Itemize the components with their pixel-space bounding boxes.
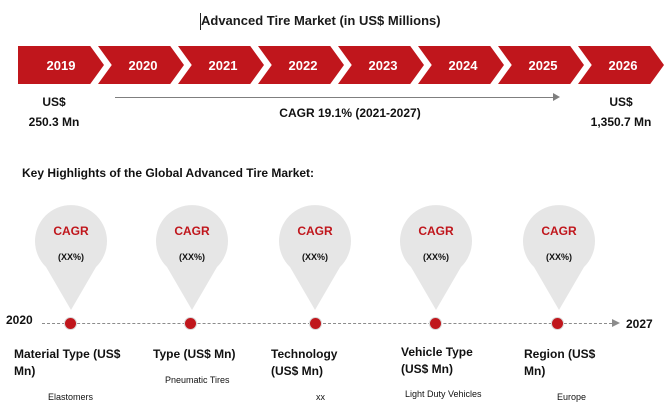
timeline-dot [185,318,196,329]
pin-label: CAGR [297,224,333,238]
start-value-currency: US$ [42,95,66,109]
pin-value: (XX%) [545,252,572,262]
end-value: US$ 1,350.7 Mn [580,92,662,132]
pin-value: (XX%) [57,252,84,262]
segment-example-vehicle-type: Light Duty Vehicles [405,389,482,399]
segment-name-vehicle-type: Vehicle Type (US$ Mn) [401,345,473,376]
timeline-end-year: 2027 [626,317,653,331]
pin-label: CAGR [53,224,89,238]
year-chevron-2019: 2019 [18,46,104,84]
pin-value: (XX%) [178,252,205,262]
timeline-dashed-line [42,323,612,324]
cagr-pin-region: CAGR (XX%) [521,200,597,312]
year-chevron-2024: 2024 [418,46,504,84]
pin-marker-icon [35,205,107,310]
timeline-dot [430,318,441,329]
pin-value: (XX%) [301,252,328,262]
segment-example-region: Europe [557,392,587,402]
cagr-label: CAGR 19.1% (2021-2027) [279,106,421,120]
cagr-pin-material-type: CAGR (XX%) [33,200,109,312]
timeline-start-year: 2020 [6,313,33,327]
timeline-dot [552,318,563,329]
segment-example-type: Pneumatic Tires [165,375,230,385]
cagr-pin-technology: CAGR (XX%) [277,200,353,312]
segment-name-material-type: Material Type (US$ Mn) [14,347,121,378]
start-value: US$ 250.3 Mn [20,92,88,132]
pin-label: CAGR [418,224,454,238]
cagr-arrow-line [115,97,555,98]
chart-title: Advanced Tire Market (in US$ Millions) [201,13,441,28]
pin-label: CAGR [174,224,210,238]
segment-name-technology: Technology (US$ Mn) [271,347,338,378]
year-chevron-2021: 2021 [178,46,264,84]
year-arrow-row: 2019 2020 2021 2022 2023 2024 2025 2026 [18,46,668,84]
cagr-pin-vehicle-type: CAGR (XX%) [398,200,474,312]
end-value-amount: 1,350.7 Mn [590,115,652,129]
pin-marker-icon [156,205,228,310]
pin-label: CAGR [541,224,577,238]
segment-name-type: Type (US$ Mn) [153,347,236,361]
cagr-arrow-head [553,93,560,101]
segment-example-technology: xx [316,392,325,402]
pin-marker-icon [400,205,472,310]
year-chevron-2023: 2023 [338,46,424,84]
year-chevron-2020: 2020 [98,46,184,84]
timeline-dot [310,318,321,329]
timeline-dot [65,318,76,329]
end-value-currency: US$ [609,95,633,109]
pin-marker-icon [279,205,351,310]
pin-marker-icon [523,205,595,310]
year-chevron-2026: 2026 [578,46,664,84]
pin-value: (XX%) [422,252,449,262]
year-chevron-2025: 2025 [498,46,584,84]
highlights-heading: Key Highlights of the Global Advanced Ti… [22,166,315,180]
year-chevron-2022: 2022 [258,46,344,84]
start-value-amount: 250.3 Mn [28,115,80,129]
segment-name-region: Region (US$ Mn) [524,347,596,378]
text-cursor [200,13,201,30]
timeline-arrow-head [612,319,620,327]
cagr-pin-type: CAGR (XX%) [154,200,230,312]
segment-example-material-type: Elastomers [48,392,94,402]
